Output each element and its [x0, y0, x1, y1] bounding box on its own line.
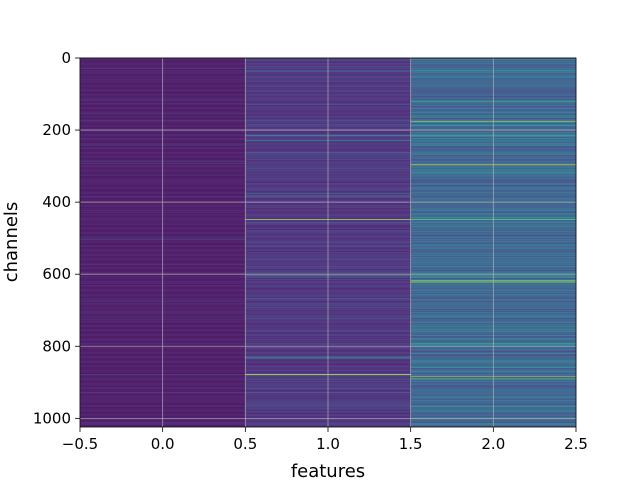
x-tick-label: 1.0	[316, 435, 340, 453]
x-tick-label: 2.5	[564, 435, 588, 453]
x-tick-label: 1.5	[399, 435, 423, 453]
y-tick-label: 600	[42, 265, 71, 283]
y-tick-label: 0	[61, 49, 71, 67]
x-tick-label: 2.0	[481, 435, 505, 453]
x-tick-label: 0.5	[233, 435, 257, 453]
y-tick-label: 1000	[33, 409, 71, 427]
y-axis-label: channels	[1, 202, 22, 283]
y-axis-ticks: 0 200 400 600 800 1000	[33, 49, 80, 427]
y-tick-label: 400	[42, 193, 71, 211]
y-tick-label: 800	[42, 337, 71, 355]
x-axis-label: features	[291, 461, 365, 480]
x-tick-label: −0.5	[62, 435, 98, 453]
x-axis-ticks: −0.5 0.0 0.5 1.0 1.5 2.0 2.5	[62, 427, 588, 453]
y-tick-label: 200	[42, 121, 71, 139]
x-tick-label: 0.0	[151, 435, 175, 453]
